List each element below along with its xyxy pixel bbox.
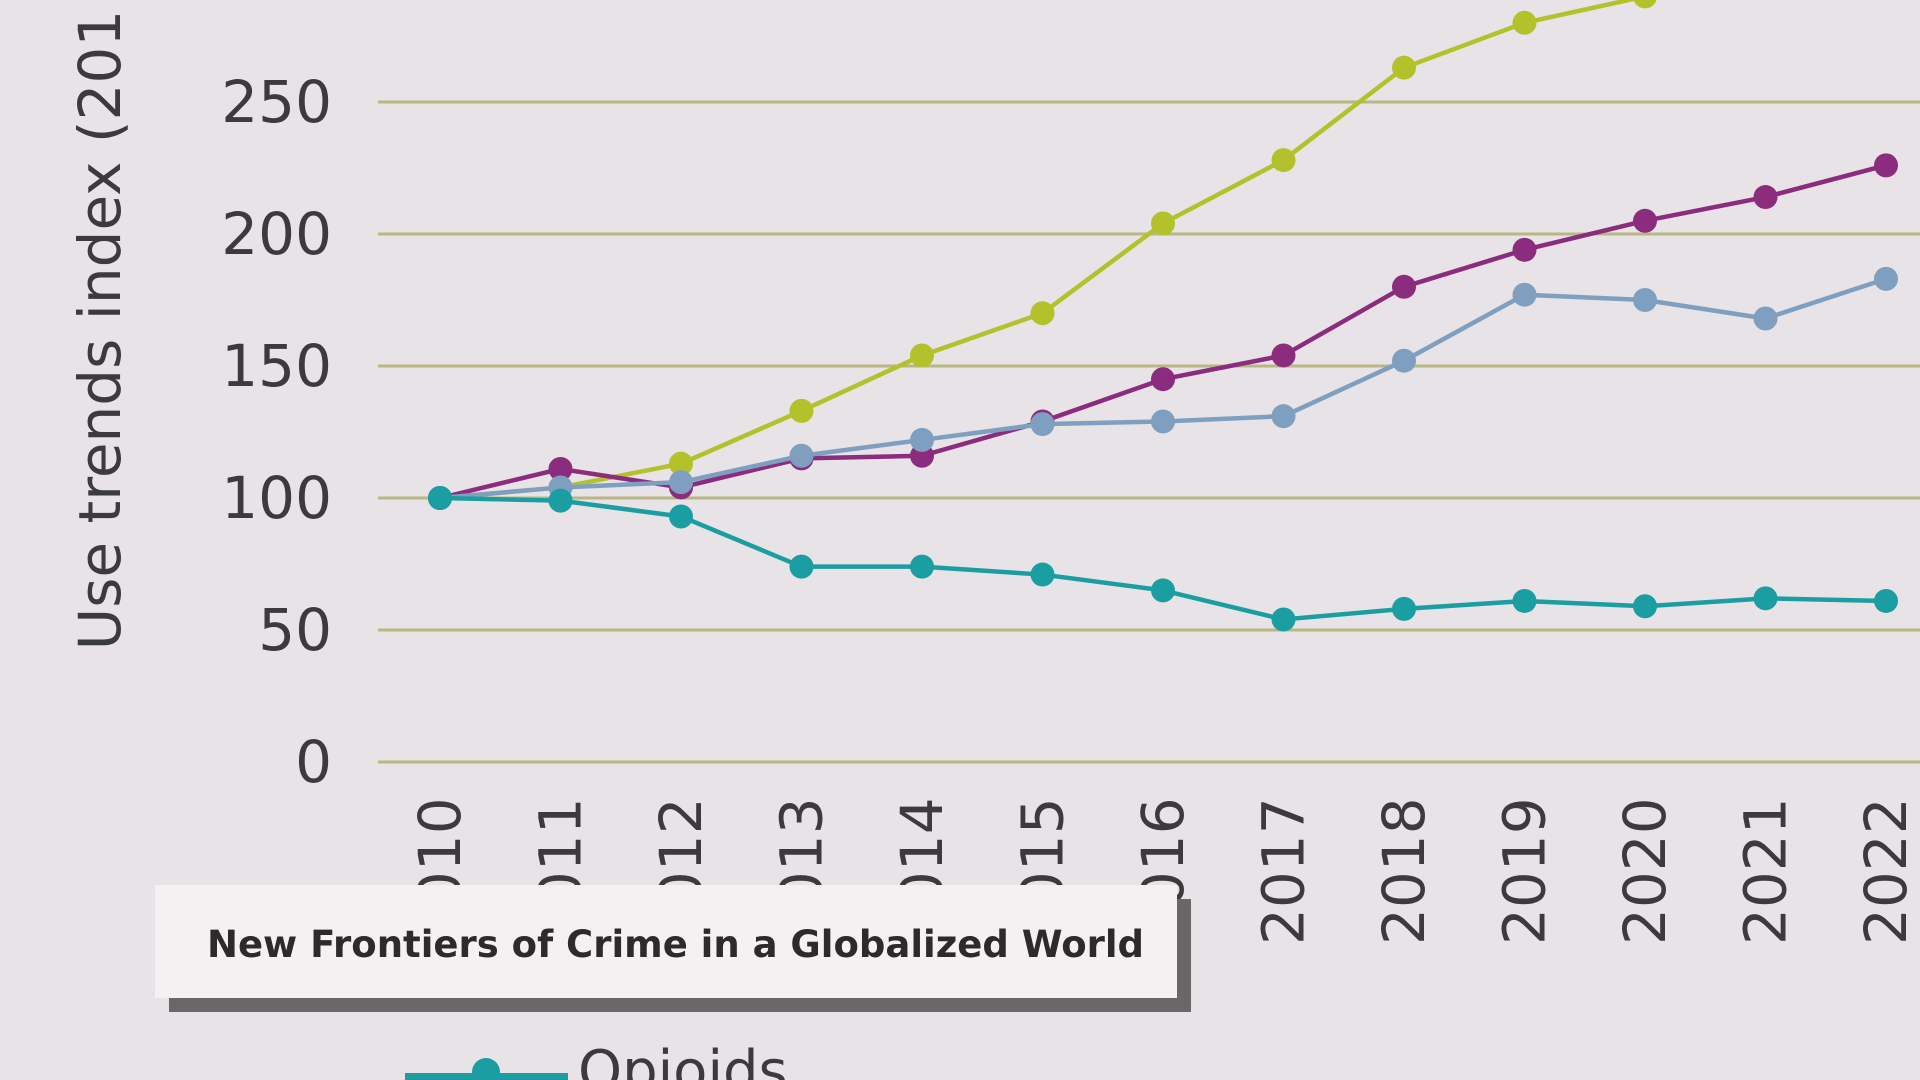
y-tick-labels: 0 50 100 150 200 250 bbox=[221, 68, 332, 796]
data-point bbox=[789, 443, 814, 468]
data-point bbox=[910, 427, 934, 452]
x-tick-label: 2019 bbox=[1491, 797, 1559, 945]
data-point bbox=[1753, 586, 1778, 611]
data-point bbox=[548, 488, 573, 513]
data-point bbox=[789, 554, 814, 579]
y-tick-label: 150 bbox=[221, 332, 332, 400]
data-point bbox=[1030, 562, 1055, 587]
legend-swatch-marker bbox=[472, 1058, 500, 1080]
data-point bbox=[1151, 367, 1175, 392]
data-point bbox=[1392, 348, 1416, 373]
data-point bbox=[1030, 301, 1055, 326]
data-point bbox=[1753, 306, 1778, 331]
data-point bbox=[1151, 409, 1175, 434]
caption-banner: New Frontiers of Crime in a Globalized W… bbox=[155, 885, 1177, 998]
data-point bbox=[1271, 404, 1296, 429]
data-point bbox=[1874, 588, 1898, 613]
data-point bbox=[428, 486, 452, 510]
gridlines bbox=[378, 100, 1920, 764]
data-point bbox=[910, 343, 934, 368]
data-point bbox=[669, 504, 693, 529]
data-point bbox=[910, 554, 934, 579]
data-point bbox=[669, 470, 693, 495]
x-tick-label: 2017 bbox=[1250, 797, 1318, 945]
data-point bbox=[1392, 55, 1416, 80]
data-point bbox=[1633, 594, 1657, 619]
data-point bbox=[1271, 607, 1296, 632]
data-point bbox=[1512, 237, 1537, 262]
data-point bbox=[1271, 148, 1296, 173]
data-point bbox=[789, 398, 814, 423]
x-tick-label: 2020 bbox=[1611, 797, 1679, 945]
data-point bbox=[1392, 274, 1416, 299]
series-3 bbox=[428, 486, 1898, 632]
data-point bbox=[1512, 588, 1537, 613]
data-point bbox=[1151, 211, 1175, 236]
x-tick-label: 2022 bbox=[1852, 797, 1920, 945]
caption-title: New Frontiers of Crime in a Globalized W… bbox=[207, 923, 1145, 966]
y-tick-label: 50 bbox=[258, 596, 332, 664]
data-point bbox=[1271, 343, 1296, 368]
data-point bbox=[1512, 282, 1537, 307]
y-tick-label: 0 bbox=[295, 728, 332, 796]
data-point bbox=[1633, 208, 1657, 233]
data-point bbox=[1753, 185, 1778, 210]
data-point bbox=[548, 456, 573, 481]
data-point bbox=[1874, 266, 1898, 291]
legend: Opioids bbox=[405, 1039, 788, 1080]
data-point bbox=[1633, 0, 1657, 9]
data-point bbox=[1030, 412, 1055, 437]
data-point bbox=[1151, 578, 1175, 603]
y-tick-label: 250 bbox=[221, 68, 332, 136]
x-tick-label: 2021 bbox=[1732, 797, 1800, 945]
y-tick-label: 200 bbox=[221, 200, 332, 268]
data-point bbox=[1633, 288, 1657, 312]
data-point bbox=[1392, 596, 1416, 621]
series-lines bbox=[428, 0, 1898, 632]
data-point bbox=[669, 451, 693, 476]
y-tick-label: 100 bbox=[221, 464, 332, 532]
x-tick-label: 2018 bbox=[1370, 797, 1438, 945]
series-1 bbox=[428, 153, 1898, 510]
data-point bbox=[1512, 10, 1537, 35]
y-axis-label: Use trends index (201 bbox=[66, 10, 134, 650]
data-point bbox=[1874, 153, 1898, 178]
legend-label: Opioids bbox=[578, 1039, 788, 1080]
